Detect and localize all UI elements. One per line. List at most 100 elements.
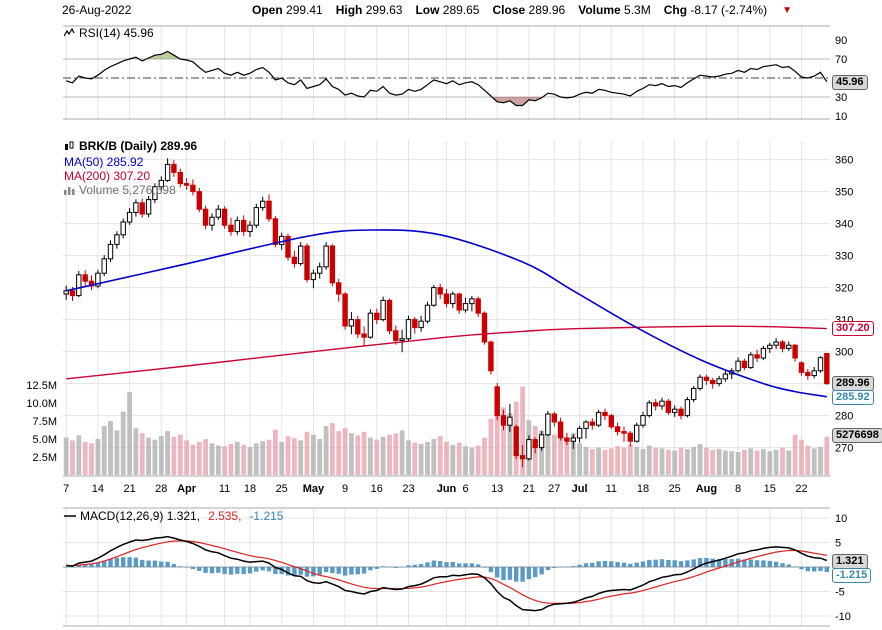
close-value-box: 289.96 xyxy=(832,376,874,391)
volume-value: 5.3M xyxy=(624,3,651,17)
low-value: 289.65 xyxy=(442,3,480,17)
svg-text:7: 7 xyxy=(63,483,69,495)
volume-label: Volume xyxy=(578,3,621,17)
svg-text:70: 70 xyxy=(835,54,847,66)
header-close: Close 289.96 xyxy=(492,3,565,17)
open-value: 299.41 xyxy=(286,3,323,17)
svg-text:300: 300 xyxy=(835,347,853,359)
header-change: Chg -8.17 (-2.74%) xyxy=(664,3,767,17)
header-volume: Volume 5.3M xyxy=(578,3,650,17)
svg-text:9: 9 xyxy=(342,483,348,495)
rsi-legend-label: RSI(14) 45.96 xyxy=(79,26,154,40)
moving-averages xyxy=(66,229,827,398)
header-date: 26-Aug-2022 xyxy=(62,3,132,17)
svg-text:Jul: Jul xyxy=(572,483,588,495)
svg-text:16: 16 xyxy=(371,483,383,495)
svg-text:10.0M: 10.0M xyxy=(26,398,57,410)
ohlc-header: 26-Aug-2022 Open 299.41 High 299.63 Low … xyxy=(62,3,792,17)
close-label: Close xyxy=(492,3,526,17)
svg-text:Jun: Jun xyxy=(437,483,457,495)
svg-text:10: 10 xyxy=(835,111,847,123)
svg-text:350: 350 xyxy=(835,187,853,199)
svg-text:90: 90 xyxy=(835,35,847,47)
svg-text:18: 18 xyxy=(637,483,649,495)
svg-text:280: 280 xyxy=(835,411,853,423)
svg-text:18: 18 xyxy=(244,483,256,495)
svg-text:23: 23 xyxy=(402,483,414,495)
rsi-line xyxy=(66,50,828,107)
header-low: Low 289.65 xyxy=(415,3,479,17)
svg-text:5.0M: 5.0M xyxy=(33,434,57,446)
svg-text:7.5M: 7.5M xyxy=(33,416,57,428)
svg-text:May: May xyxy=(303,483,325,495)
header-open: Open 299.41 xyxy=(252,3,323,17)
high-label: High xyxy=(335,3,363,17)
svg-text:21: 21 xyxy=(123,483,135,495)
macd-legend-label: MACD(12,26,9) 1.321, xyxy=(80,509,201,523)
svg-text:2.5M: 2.5M xyxy=(33,452,57,464)
svg-text:330: 330 xyxy=(835,251,853,263)
candlestick-icon xyxy=(65,141,74,150)
svg-text:Aug: Aug xyxy=(696,483,717,495)
svg-text:Apr: Apr xyxy=(177,483,197,495)
svg-text:15: 15 xyxy=(764,483,776,495)
macd-hist-label: -1.215 xyxy=(249,509,284,523)
ma50-legend: MA(50) 285.92 xyxy=(64,155,143,169)
svg-text:14: 14 xyxy=(92,483,104,495)
ma50-value-box: 285.92 xyxy=(832,390,874,405)
volume-legend: Volume 5,276,698 xyxy=(64,183,176,197)
ma200-value-box: 307.20 xyxy=(832,321,874,336)
volume-value-box: 5276698 xyxy=(832,428,882,443)
chg-label: Chg xyxy=(663,3,688,17)
macd-signal-label: 2.535, xyxy=(208,509,242,523)
close-value: 289.96 xyxy=(528,3,566,17)
svg-text:6: 6 xyxy=(462,483,468,495)
svg-text:320: 320 xyxy=(835,283,853,295)
macd-series xyxy=(64,535,829,612)
ma50-legend-label: MA(50) 285.92 xyxy=(64,155,144,169)
volume-bars-icon xyxy=(64,187,75,195)
svg-text:5: 5 xyxy=(835,538,841,550)
svg-text:-5: -5 xyxy=(835,587,845,599)
change-down-triangle-icon: ▼ xyxy=(782,4,792,16)
svg-text:30: 30 xyxy=(835,92,847,104)
svg-text:-10: -10 xyxy=(835,611,851,623)
svg-text:11: 11 xyxy=(606,483,617,495)
macd-hist-value-box: -1.215 xyxy=(832,568,872,583)
candlesticks xyxy=(63,158,830,468)
svg-text:11: 11 xyxy=(219,483,230,495)
volume-legend-label: Volume 5,276,698 xyxy=(79,183,176,197)
header-high: High 299.63 xyxy=(336,3,403,17)
high-value: 299.63 xyxy=(365,3,403,17)
svg-text:13: 13 xyxy=(491,483,503,495)
open-label: Open xyxy=(252,3,283,17)
svg-text:270: 270 xyxy=(835,443,853,455)
svg-text:340: 340 xyxy=(835,219,853,231)
rsi-icon xyxy=(64,28,75,37)
svg-text:22: 22 xyxy=(795,483,807,495)
low-label: Low xyxy=(415,3,440,17)
svg-text:28: 28 xyxy=(155,483,167,495)
svg-text:360: 360 xyxy=(835,155,853,167)
svg-text:10: 10 xyxy=(835,513,847,525)
macd-value-box: 1.321 xyxy=(832,554,868,569)
svg-text:27: 27 xyxy=(548,483,560,495)
svg-text:25: 25 xyxy=(276,483,288,495)
volume-bars xyxy=(63,386,830,475)
axis-labels: 7 14 21 28 Apr 11 18 25 May 9 16 23 Jun 6 13 21 27 Jul 11 1… xyxy=(26,35,853,623)
svg-text:12.5M: 12.5M xyxy=(26,380,57,392)
chg-value: -8.17 (-2.74%) xyxy=(690,3,768,17)
symbol-legend: BRK/B (Daily) 289.96 xyxy=(64,139,197,153)
rsi-value-box: 45.96 xyxy=(832,75,868,90)
ma200-legend: MA(200) 307.20 xyxy=(64,169,150,183)
macd-legend: MACD(12,26,9) 1.321, 2.535, -1.215 xyxy=(64,509,287,523)
rsi-legend: RSI(14) 45.96 xyxy=(64,26,154,40)
svg-text:25: 25 xyxy=(669,483,681,495)
ma200-legend-label: MA(200) 307.20 xyxy=(64,169,151,183)
svg-text:8: 8 xyxy=(735,483,741,495)
svg-text:21: 21 xyxy=(523,483,535,495)
macd-line-icon xyxy=(64,515,76,517)
symbol-legend-label: BRK/B (Daily) 289.96 xyxy=(79,139,198,153)
